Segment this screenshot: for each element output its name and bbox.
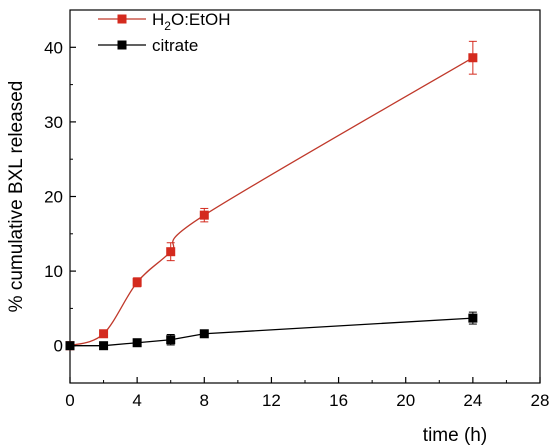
- series-citrate: [65, 311, 478, 351]
- data-point: [199, 329, 209, 339]
- data-point: [132, 338, 142, 348]
- data-point: [166, 247, 176, 257]
- x-tick-label: 16: [329, 391, 348, 410]
- y-tick-label: 0: [54, 337, 63, 356]
- y-tick-label: 30: [44, 113, 63, 132]
- data-point: [468, 313, 478, 323]
- axes: 0 4 8 12 16 20 24 28 0 10 20 30 40: [44, 9, 550, 410]
- legend-marker: [117, 40, 127, 50]
- x-axis-title: time (h): [423, 425, 487, 446]
- x-tick-label: 8: [200, 391, 209, 410]
- legend-entry: H2O:EtOH: [98, 10, 230, 33]
- x-tick-label: 28: [531, 391, 550, 410]
- data-point: [166, 335, 176, 345]
- series-h2o-etoh: [65, 40, 478, 351]
- data-point: [99, 329, 109, 339]
- x-tick-label: 4: [132, 391, 141, 410]
- y-tick-label: 40: [44, 38, 63, 57]
- y-tick-label: 10: [44, 262, 63, 281]
- data-point: [468, 53, 478, 63]
- y-tick-label: 20: [44, 188, 63, 207]
- x-tick-label: 12: [262, 391, 281, 410]
- legend-entry: citrate: [98, 36, 198, 55]
- legend-marker: [117, 14, 127, 24]
- plot-frame: [69, 9, 541, 384]
- x-tick-label: 20: [396, 391, 415, 410]
- legend: H2O:EtOH citrate: [98, 10, 230, 55]
- x-tick-label: 24: [463, 391, 482, 410]
- plot-series: [65, 40, 478, 351]
- data-point: [199, 210, 209, 220]
- data-point: [65, 341, 75, 351]
- legend-label: citrate: [152, 36, 198, 55]
- x-tick-label: 0: [65, 391, 74, 410]
- legend-label: H2O:EtOH: [152, 10, 230, 33]
- series-line: [70, 57, 474, 347]
- data-point: [99, 341, 109, 351]
- series-line: [70, 317, 473, 347]
- y-axis-title: % cumulative BXL released: [6, 81, 27, 313]
- data-point: [132, 277, 142, 287]
